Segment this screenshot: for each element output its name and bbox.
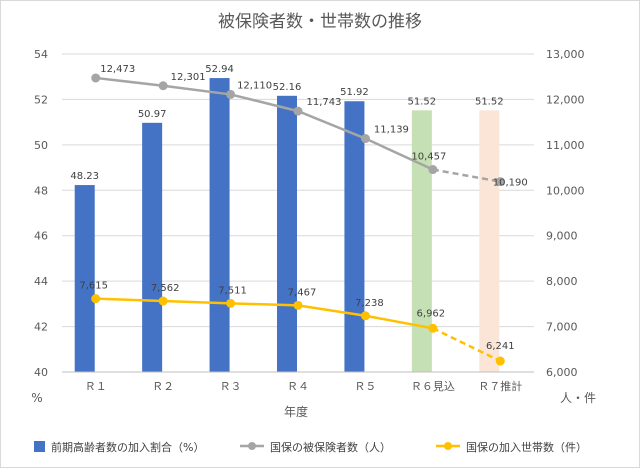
series-point	[158, 296, 168, 306]
x-tick-label: Ｒ７推計	[478, 379, 522, 393]
series-point	[495, 356, 505, 366]
legend-swatch-bar	[34, 441, 45, 452]
bar	[209, 78, 230, 372]
series-point	[91, 73, 101, 83]
y-right-tick-label: 12,000	[546, 93, 585, 106]
x-tick-label: Ｒ５	[354, 380, 376, 393]
y-left-tick-label: 50	[34, 139, 48, 152]
series-point	[360, 311, 370, 321]
y-left-tick-label: 42	[34, 321, 48, 334]
series-point	[428, 165, 438, 175]
legend: 前期高齢者数の加入割合（%） 国保の被保険者数（人） 国保の加入世帯数（件）	[34, 440, 587, 454]
series-point	[428, 323, 438, 333]
y-right-tick-label: 8,000	[546, 275, 578, 288]
bar-data-label: 48.23	[70, 171, 99, 182]
bar-data-label: 52.16	[273, 82, 302, 93]
legend-swatch-marker	[248, 442, 256, 450]
y-left-tick-label: 48	[34, 184, 48, 197]
series-point	[91, 294, 101, 304]
series-line-projection	[432, 327, 501, 363]
line-data-label: 11,139	[374, 125, 409, 136]
series-point	[293, 300, 303, 310]
line-data-label: 10,457	[411, 152, 446, 163]
bar-data-label: 50.97	[138, 109, 167, 120]
x-tick-label: Ｒ１	[85, 380, 107, 393]
series-point	[293, 106, 303, 116]
bar	[74, 185, 95, 372]
y-right-tick-label: 11,000	[546, 139, 585, 152]
series-line	[95, 297, 434, 330]
y-left-tick-label: 46	[34, 230, 48, 243]
line-data-label: 7,467	[288, 287, 317, 298]
gridlines	[62, 53, 534, 373]
data-labels: 48.23 50.97 52.94 52.16 51.92 51.52 51.52 12,47…	[70, 64, 527, 352]
y-right-tick-label: 13,000	[546, 48, 585, 61]
bar	[411, 110, 432, 373]
y-left-tick-label: 40	[34, 366, 48, 379]
series-point	[495, 177, 505, 187]
y-right-tick-label: 9,000	[546, 230, 578, 243]
bar-series	[74, 78, 500, 373]
legend-label: 国保の被保険者数（人）	[270, 440, 391, 454]
y-right-unit: 人・件	[560, 391, 596, 405]
line-series	[91, 73, 505, 366]
legend-swatch-marker	[444, 442, 452, 450]
series-line	[95, 76, 434, 171]
series-point	[226, 298, 236, 308]
legend-label: 前期高齢者数の加入割合（%）	[51, 440, 204, 454]
bar-data-label: 52.94	[205, 64, 234, 75]
line-data-label: 7,562	[151, 283, 180, 294]
line-data-label: 10,190	[493, 178, 528, 189]
y-right-tick-label: 7,000	[546, 321, 578, 334]
x-axis-title: 年度	[284, 404, 308, 419]
y-left-unit: %	[31, 391, 42, 405]
series-point	[226, 89, 236, 99]
x-tick-label: Ｒ６見込	[411, 380, 455, 393]
series-line-projection	[432, 168, 501, 183]
line-data-label: 7,238	[355, 298, 384, 309]
y-left-tick-label: 52	[34, 93, 48, 106]
y-left-tick-label: 44	[34, 275, 48, 288]
x-tick-label: Ｒ４	[287, 380, 309, 393]
bar-data-label: 51.52	[475, 96, 504, 107]
line-data-label: 6,962	[417, 308, 446, 319]
line-data-label: 7,615	[79, 281, 108, 292]
series-point	[360, 134, 370, 144]
legend-label: 国保の加入世帯数（件）	[466, 440, 587, 454]
y-right-tick-label: 6,000	[546, 366, 578, 379]
line-data-label: 7,511	[218, 285, 247, 296]
bar	[479, 110, 500, 373]
axes: 40 42 44 46 48 50 52 54 6,000 7,000 8,000 9,000 10,0…	[34, 48, 585, 393]
bar	[344, 101, 365, 372]
x-tick-label: Ｒ２	[152, 380, 174, 393]
bar-data-label: 51.52	[408, 96, 437, 107]
series-point	[158, 81, 168, 91]
bar-data-label: 51.92	[340, 87, 369, 98]
bar	[142, 122, 163, 373]
line-data-label: 12,473	[100, 64, 135, 75]
line-data-label: 11,743	[307, 97, 342, 108]
line-data-label: 12,110	[237, 80, 272, 91]
line-data-label: 12,301	[171, 72, 206, 83]
bar	[277, 95, 297, 373]
y-right-tick-label: 10,000	[546, 184, 585, 197]
line-data-label: 6,241	[486, 341, 515, 352]
x-tick-label: Ｒ３	[220, 380, 242, 393]
chart-title: 被保険者数・世帯数の推移	[218, 12, 422, 32]
y-left-tick-label: 54	[34, 48, 48, 61]
